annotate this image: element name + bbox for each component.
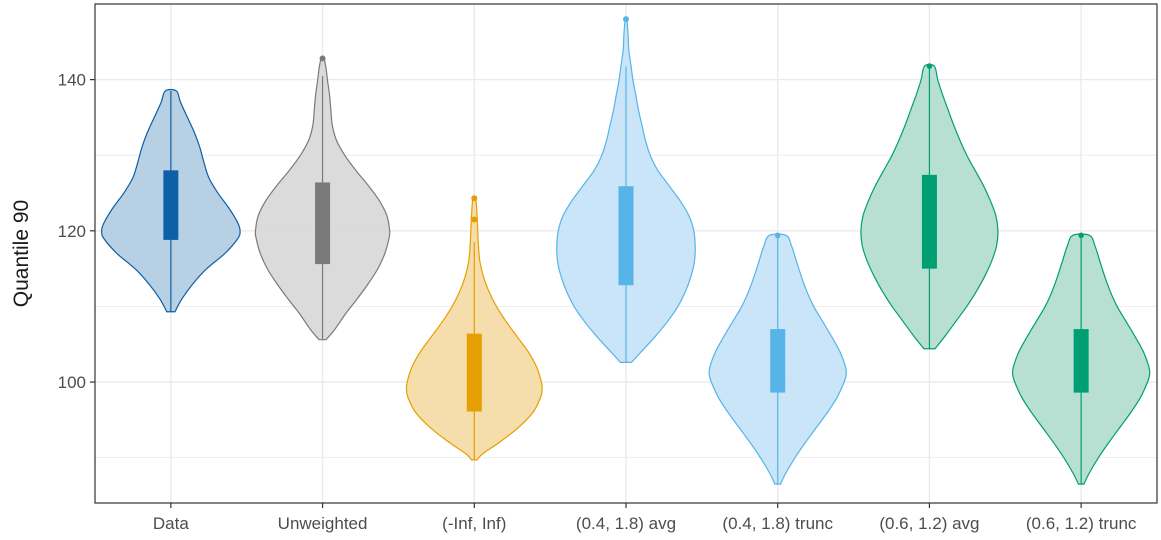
x-tick-label: Unweighted <box>278 514 368 533</box>
y-tick-label: 140 <box>58 71 86 90</box>
x-tick-label: (0.4, 1.8) avg <box>576 514 676 533</box>
x-tick-label: (0.6, 1.2) avg <box>879 514 979 533</box>
violin-iqr-box <box>618 186 634 286</box>
x-tick-label: (0.6, 1.2) trunc <box>1026 514 1137 533</box>
y-tick-label: 120 <box>58 222 86 241</box>
violin-outlier <box>623 16 629 23</box>
violin-iqr-box <box>921 174 937 269</box>
violin-series <box>101 16 1151 485</box>
violin-2 <box>254 55 391 341</box>
violin-4 <box>556 16 696 363</box>
violin-iqr-box <box>1073 329 1089 393</box>
violin-iqr-box <box>770 329 786 393</box>
x-tick-label: (-Inf, Inf) <box>442 514 506 533</box>
violin-iqr-box <box>315 182 331 265</box>
violin-iqr-box <box>466 333 482 412</box>
violin-7 <box>1011 232 1151 485</box>
x-tick-label: Data <box>153 514 189 533</box>
x-tick-label: (0.4, 1.8) trunc <box>722 514 833 533</box>
violin-outlier <box>471 195 478 202</box>
y-axis-ticks: 100 120 140 <box>58 71 95 392</box>
violin-5 <box>708 232 847 485</box>
violin-1 <box>101 88 241 313</box>
violin-max-point <box>926 63 933 69</box>
y-tick-label: 100 <box>58 373 86 392</box>
y-axis-title: Quantile 90 <box>10 200 33 307</box>
violin-3 <box>405 195 543 461</box>
violin-outlier <box>319 55 326 62</box>
violin-6 <box>860 63 999 350</box>
violin-max-point <box>774 232 781 239</box>
violin-max-point <box>1078 232 1084 239</box>
x-axis-ticks: Data Unweighted (-Inf, Inf) (0.4, 1.8) avg (… <box>153 503 1137 533</box>
violin-iqr-box <box>163 170 179 240</box>
violin-outlier <box>471 216 478 223</box>
